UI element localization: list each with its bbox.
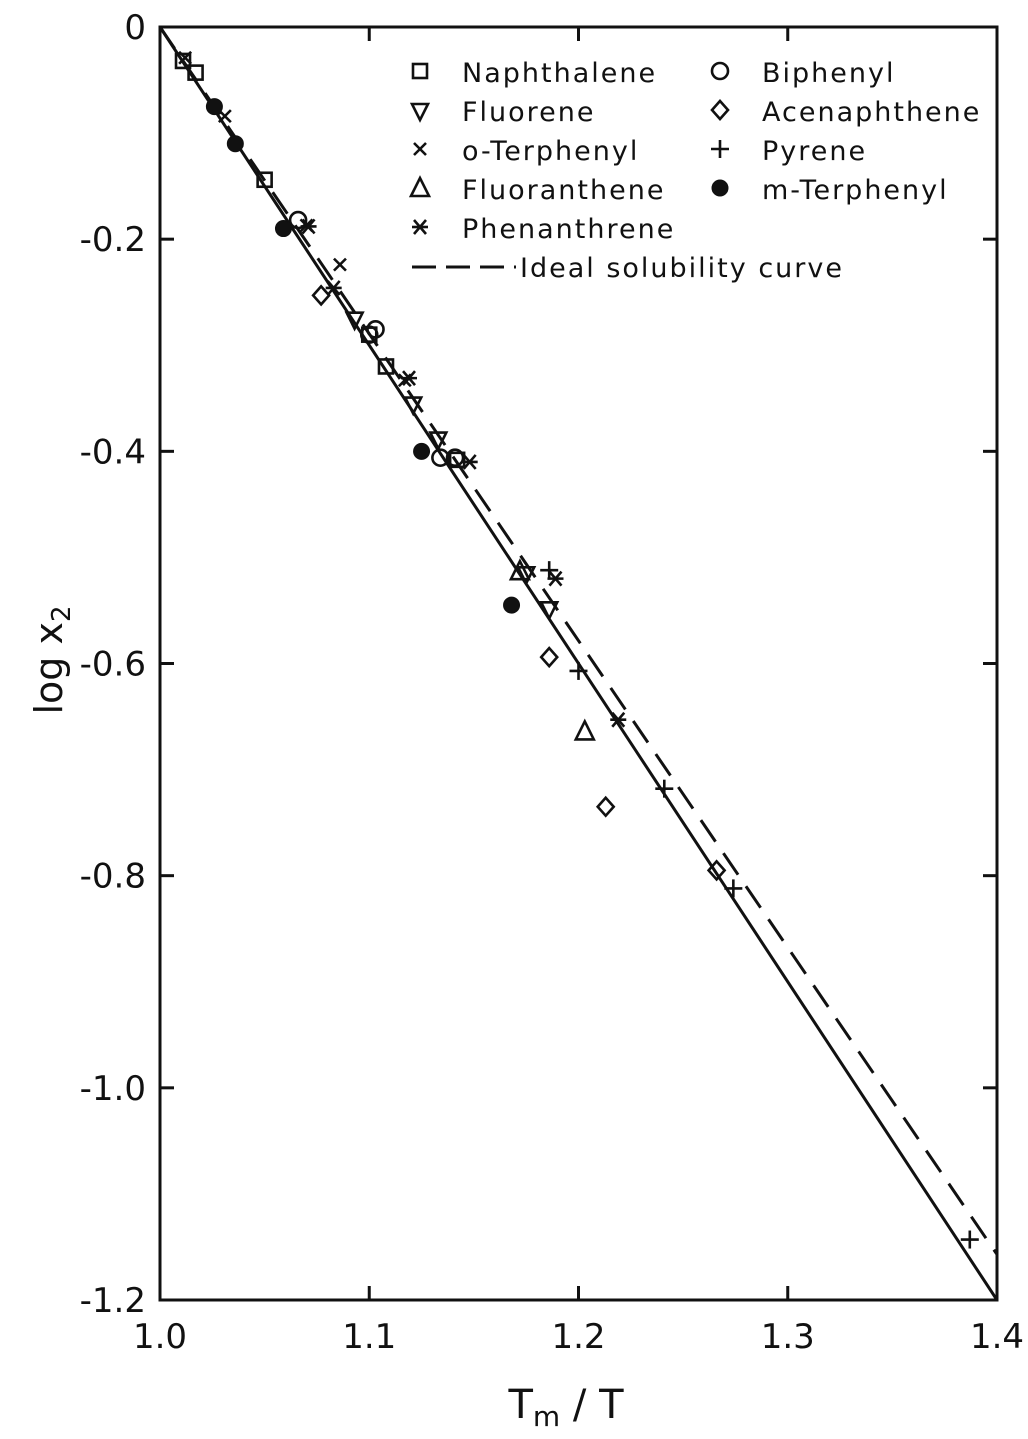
legend-marker-m-terphenyl (711, 179, 729, 197)
x-tick-label: 1.0 (133, 1317, 187, 1357)
phenanthrene-point (401, 370, 418, 386)
y-axis-label: log x2 (27, 605, 77, 714)
y-tick-label: -0.6 (80, 645, 146, 685)
legend-label-pyrene: Pyrene (762, 136, 867, 167)
fluoranthene-point (573, 718, 596, 741)
pyrene-point (960, 1230, 979, 1249)
x-axis-label: Tm / T (507, 1382, 624, 1433)
biphenyl-point (288, 210, 308, 230)
x-tick-label: 1.4 (970, 1317, 1024, 1357)
o-terphenyl-point (178, 50, 193, 65)
biphenyl-point (366, 320, 385, 339)
acenaphthene-point (539, 646, 559, 669)
naphthalene-point (187, 64, 204, 81)
phenanthrene-point (610, 711, 627, 728)
pyrene-point (569, 661, 588, 680)
acenaphthene-point (706, 859, 727, 882)
legend-marker-phenanthrene (412, 219, 428, 235)
legend-marker-fluoranthene (408, 175, 432, 198)
y-tick-label: -0.2 (80, 220, 146, 260)
biphenyl-point (445, 448, 465, 467)
legend-label-fluorene: Fluorene (462, 97, 596, 128)
phenanthrene-point (300, 218, 317, 235)
ideal-solubility-line (158, 26, 999, 1256)
m-terphenyl-point (226, 135, 244, 153)
legend-label-o-terphenyl: o-Terphenyl (462, 136, 639, 167)
pyrene-point (724, 879, 743, 898)
legend-marker-acenaphthene (710, 99, 730, 121)
legend-label-ideal-solubility-curve: Ideal solubility curve (520, 253, 844, 284)
m-terphenyl-point (413, 442, 431, 460)
naphthalene-point (448, 451, 466, 469)
pyrene-point (655, 779, 674, 798)
y-tick-label: -0.8 (80, 857, 146, 897)
acenaphthene-point (595, 795, 616, 818)
fluorene-point (516, 566, 537, 587)
naphthalene-point (256, 171, 273, 189)
o-terphenyl-point (217, 109, 232, 124)
legend-marker-fluorene (409, 102, 431, 123)
legend-label-phenanthrene: Phenanthrene (462, 214, 675, 245)
legend-label-naphthalene: Naphthalene (462, 58, 657, 89)
o-terphenyl-point (333, 257, 347, 272)
legend-marker-naphthalene (411, 62, 429, 80)
m-terphenyl-point (205, 98, 223, 116)
pyrene-point (540, 561, 559, 580)
phenanthrene-point (547, 570, 564, 587)
legend-label-acenaphthene: Acenaphthene (762, 97, 981, 128)
m-terphenyl-point (274, 220, 292, 238)
acenaphthene-point (311, 284, 331, 307)
fluoranthene-point (508, 558, 532, 581)
x-tick-label: 1.2 (551, 1317, 605, 1357)
biphenyl-point (431, 448, 450, 467)
legend-label-biphenyl: Biphenyl (762, 58, 895, 89)
fluorene-point (344, 311, 365, 332)
naphthalene-point (377, 358, 395, 375)
fluorene-point (539, 601, 560, 622)
legend: Naphthalene Biphenyl Fluorene Acenaphthene o… (408, 58, 981, 284)
y-tick-label: -1.0 (80, 1069, 146, 1109)
x-tick-label: 1.3 (761, 1317, 815, 1357)
data-points (174, 50, 979, 1249)
legend-label-m-terphenyl: m-Terphenyl (762, 175, 949, 206)
y-axis-label-subscript: 2 (47, 605, 77, 622)
phenanthrene-point (461, 454, 478, 470)
y-tick-label: -1.2 (80, 1281, 146, 1321)
legend-marker-biphenyl (710, 61, 730, 81)
legend-marker-o-terphenyl (413, 142, 427, 156)
legend-marker-pyrene (711, 140, 729, 158)
y-tick-label: 0 (124, 8, 146, 48)
legend-label-fluoranthene: Fluoranthene (462, 175, 665, 206)
x-axis-label-suffix: / T (560, 1382, 624, 1428)
x-axis-label-subscript: m (533, 1400, 560, 1433)
fluorene-point (428, 431, 449, 452)
phenanthrene-point (325, 280, 342, 296)
y-tick-label: -0.4 (80, 432, 146, 472)
m-terphenyl-point (503, 596, 521, 614)
x-axis-label-main: T (507, 1382, 533, 1428)
axis-ticks (158, 25, 999, 1302)
fluorene-point (403, 396, 424, 417)
x-tick-label: 1.1 (342, 1317, 396, 1357)
y-axis-label-main: log x (27, 622, 71, 715)
tick-labels: 1.0 1.1 1.2 1.3 1.4 0 -0.2 -0.4 -0.6 -0.8 -1.0 -1.2 (80, 8, 1024, 1357)
